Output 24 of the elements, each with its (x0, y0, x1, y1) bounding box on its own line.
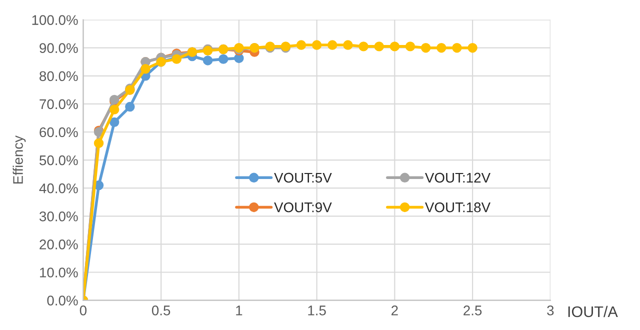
x-tick-label: 1 (236, 306, 242, 316)
legend-label: VOUT:18V (424, 202, 490, 212)
legend-label: VOUT:9V (274, 202, 332, 212)
y-tick-label: 20.0% (40, 240, 78, 250)
x-tick-label: 0 (80, 306, 87, 316)
x-tick-label: 2.5 (464, 306, 482, 316)
x-tick-label: 1.5 (308, 306, 326, 316)
x-axis-title: IOUT/A (568, 306, 618, 318)
y-tick-label: 40.0% (39, 183, 78, 194)
legend-label: VOUT:5V (274, 172, 332, 183)
y-axis-title: Effiency (12, 135, 26, 184)
y-tick-label: 50.0% (40, 155, 78, 166)
y-tick-label: 80.0% (40, 71, 78, 82)
x-tick-label: 2 (392, 306, 398, 316)
y-tick-label: 70.0% (40, 99, 78, 110)
x-tick-label: 3 (547, 306, 554, 316)
y-tick-label: 0.0% (47, 296, 78, 306)
legend-label: VOUT:12V (424, 172, 490, 183)
y-tick-label: 100.0% (32, 15, 78, 25)
y-tick-label: 60.0% (40, 127, 78, 138)
y-tick-label: 30.0% (39, 211, 78, 222)
x-tick-label: 0.5 (152, 306, 170, 316)
y-tick-label: 10.0% (40, 268, 78, 278)
y-tick-label: 90.0% (40, 43, 78, 54)
